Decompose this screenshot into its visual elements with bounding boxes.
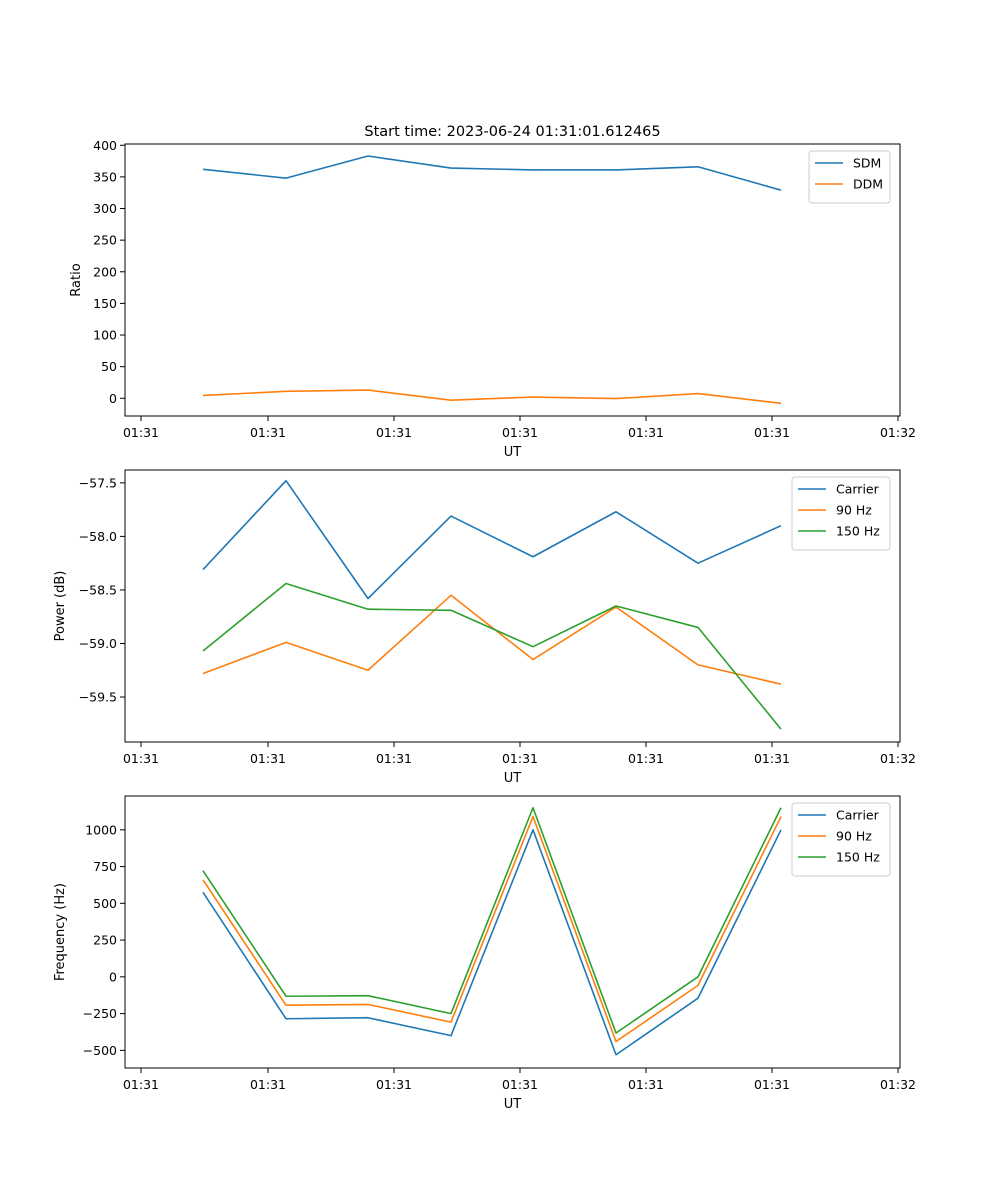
y-tick-label: 750 [93, 859, 117, 874]
legend-label: Carrier [836, 482, 880, 497]
legend-label: 150 Hz [836, 850, 880, 865]
x-tick-label: 01:31 [502, 751, 538, 766]
y-tick-label: −59.5 [79, 690, 117, 705]
y-tick-label: 0 [109, 969, 117, 984]
series-line-90-hz [202, 815, 782, 1043]
plot-frame [124, 795, 901, 1069]
series-line-150-hz [202, 806, 782, 1034]
legend-box [808, 150, 891, 204]
series-line-carrier [202, 829, 782, 1056]
series-line-ddm [202, 389, 782, 405]
x-tick-label: 01:31 [123, 1077, 159, 1092]
y-tick-label: 0 [109, 391, 117, 406]
plot-frame [124, 143, 901, 417]
y-tick-label: 350 [93, 169, 117, 184]
y-tick-label: −500 [83, 1043, 117, 1058]
y-tick-label: −57.5 [79, 475, 117, 490]
x-tick-label: 01:31 [628, 751, 664, 766]
y-tick-label: −59.0 [79, 636, 117, 651]
legend-label: Carrier [836, 808, 880, 823]
x-tick-label: 01:31 [123, 425, 159, 440]
y-tick-label: 250 [93, 233, 117, 248]
chart-panel-1: Start time: 2023-06-24 01:31:01.612465 0 5… [69, 124, 916, 460]
legend-label: SDM [853, 156, 881, 171]
x-tick-label: 01:31 [250, 1077, 286, 1092]
legend: Carrier 90 Hz 150 Hz [791, 476, 891, 551]
x-tick-label: 01:31 [123, 751, 159, 766]
y-tick-label: 150 [93, 296, 117, 311]
y-tick-label: 200 [93, 264, 117, 279]
x-tick-label: 01:31 [754, 425, 790, 440]
series-line-sdm [202, 155, 782, 191]
series-line-90-hz [202, 594, 782, 685]
y-tick-label: 300 [93, 201, 117, 216]
x-axis-label: UT [504, 1097, 522, 1112]
y-tick-label: −250 [83, 1006, 117, 1021]
legend-label: 90 Hz [836, 829, 872, 844]
chart-panel-2: −59.5 −59.0 −58.5 −58.0 −57.5 01:31 01:31 01:31… [53, 469, 916, 786]
series-line-150-hz [202, 582, 782, 730]
x-tick-label: 01:32 [880, 1077, 916, 1092]
legend-label: 150 Hz [836, 524, 880, 539]
x-axis-label: UT [504, 771, 522, 786]
y-tick-label: 250 [93, 933, 117, 948]
y-tick-label: −58.5 [79, 582, 117, 597]
x-tick-label: 01:32 [880, 425, 916, 440]
chart-panel-3: −500 −250 0 250 500 750 1000 01:31 01:31 01:31 01:… [53, 795, 916, 1112]
y-tick-label: 50 [101, 359, 117, 374]
chart-title: Start time: 2023-06-24 01:31:01.612465 [364, 124, 660, 140]
y-tick-label: 1000 [85, 822, 117, 837]
legend-label: DDM [853, 177, 883, 192]
x-tick-label: 01:31 [754, 751, 790, 766]
x-tick-label: 01:31 [628, 425, 664, 440]
legend: SDM DDM [808, 150, 891, 204]
x-tick-label: 01:31 [754, 1077, 790, 1092]
x-tick-label: 01:31 [250, 425, 286, 440]
y-tick-label: 100 [93, 328, 117, 343]
x-tick-label: 01:31 [376, 1077, 412, 1092]
y-tick-label: 400 [93, 138, 117, 153]
y-axis-label: Ratio [69, 263, 84, 296]
x-tick-label: 01:31 [628, 1077, 664, 1092]
y-axis-label: Frequency (Hz) [53, 883, 68, 981]
x-tick-label: 01:31 [250, 751, 286, 766]
x-axis-label: UT [504, 445, 522, 460]
y-tick-label: 500 [93, 896, 117, 911]
y-axis-label: Power (dB) [53, 571, 68, 642]
plot-frame [124, 469, 901, 743]
x-tick-label: 01:32 [880, 751, 916, 766]
x-tick-label: 01:31 [502, 425, 538, 440]
x-tick-label: 01:31 [376, 425, 412, 440]
x-tick-label: 01:31 [502, 1077, 538, 1092]
legend: Carrier 90 Hz 150 Hz [791, 802, 891, 877]
series-line-carrier [202, 479, 782, 600]
legend-label: 90 Hz [836, 503, 872, 518]
x-tick-label: 01:31 [376, 751, 412, 766]
y-tick-label: −58.0 [79, 529, 117, 544]
